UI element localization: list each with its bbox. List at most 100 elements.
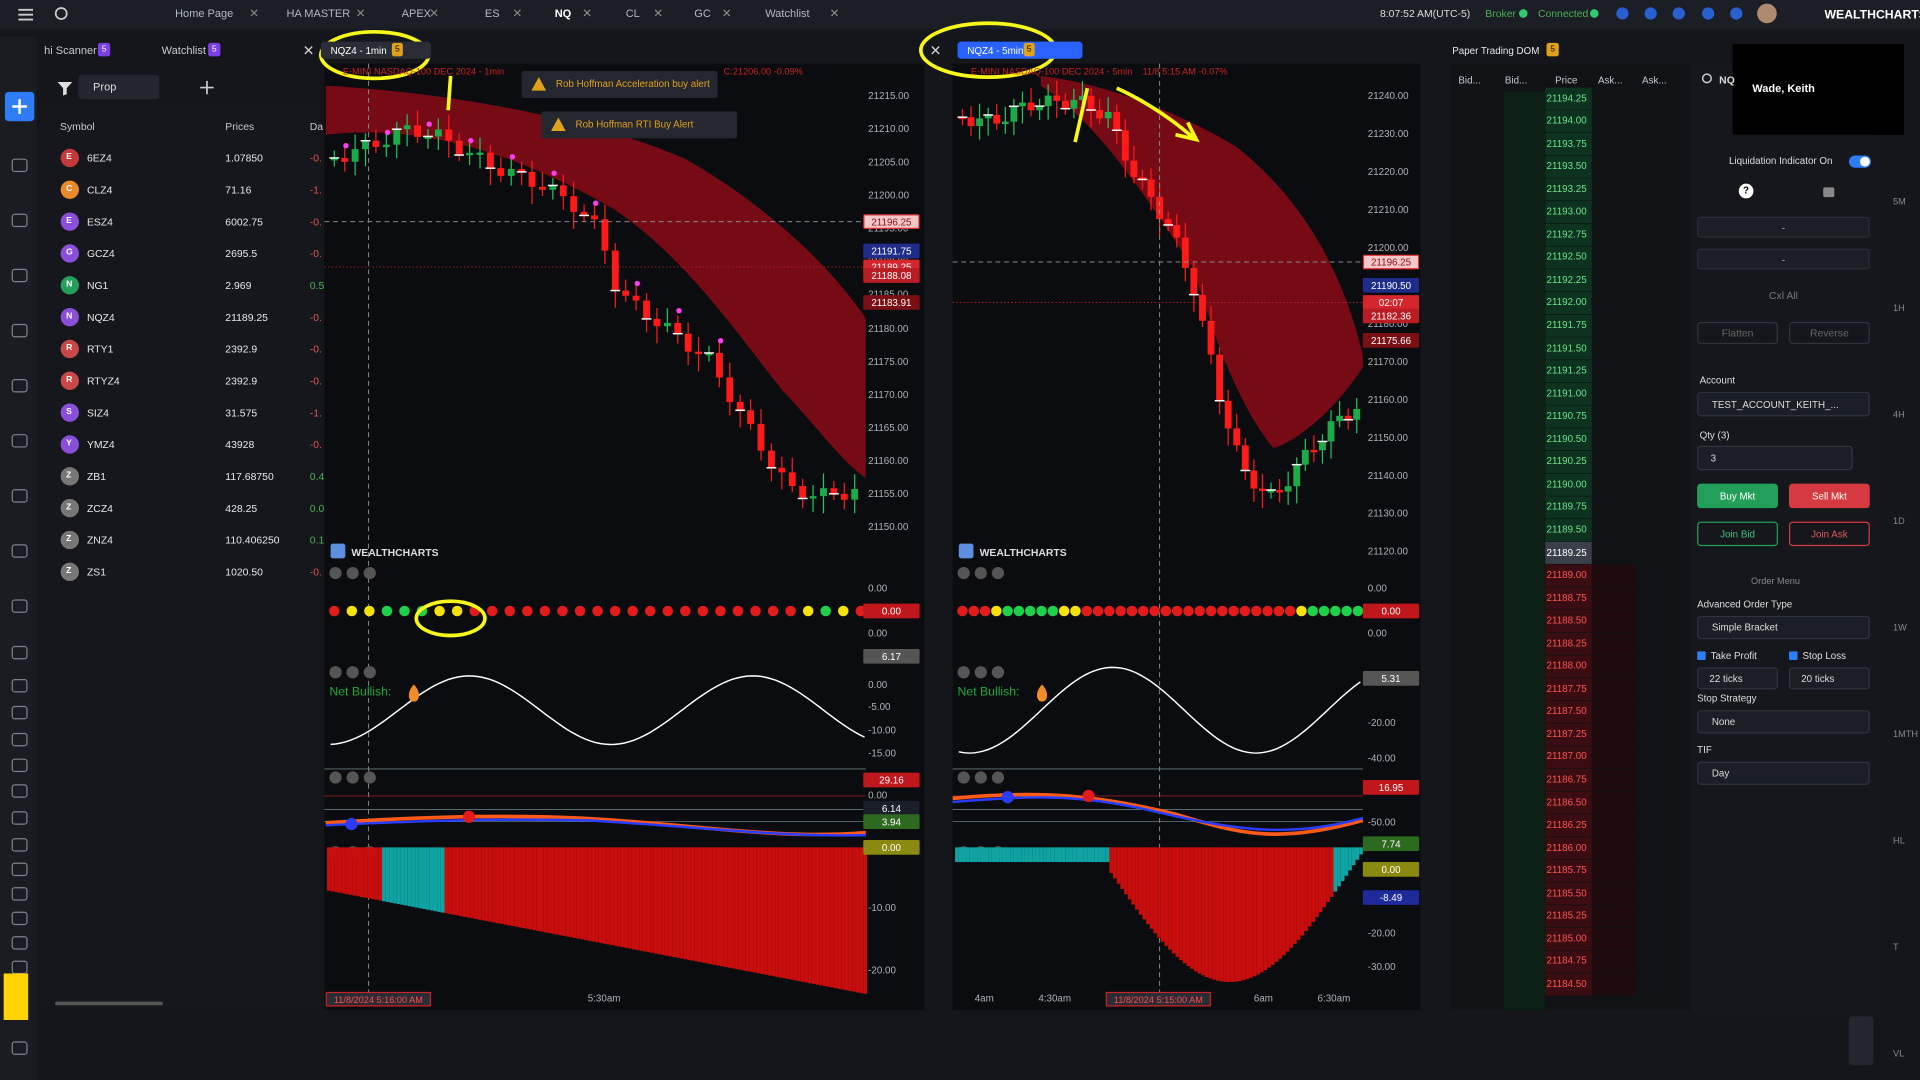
search-input[interactable]: NQ xyxy=(1719,73,1735,86)
dom-price[interactable]: 21185.00 xyxy=(1546,932,1587,944)
dom-price[interactable]: 21190.50 xyxy=(1546,433,1587,445)
dom-price[interactable]: 21191.50 xyxy=(1546,342,1587,354)
timeframe-button[interactable]: 1MTH xyxy=(1893,728,1919,740)
dom-price[interactable]: 21190.75 xyxy=(1546,410,1587,422)
dom-price[interactable]: 21189.00 xyxy=(1546,569,1587,581)
account-select[interactable]: TEST_ACCOUNT_KEITH_... xyxy=(1697,391,1870,417)
dom-price[interactable]: 21192.75 xyxy=(1546,228,1587,240)
pane-value-tag: -8.49 xyxy=(1362,890,1420,905)
top-tab[interactable]: CL xyxy=(625,7,640,20)
price-axis-label: 21170.00 xyxy=(868,389,909,401)
symbol[interactable]: NQZ4 xyxy=(86,311,115,324)
dom-price[interactable]: 21193.75 xyxy=(1546,137,1587,149)
top-tab[interactable]: GC xyxy=(694,7,711,20)
dom-price[interactable]: 21192.50 xyxy=(1546,251,1587,263)
order-type-select[interactable]: Simple Bracket xyxy=(1697,615,1870,640)
dom-price[interactable]: 21188.75 xyxy=(1546,592,1587,604)
timeframe-button[interactable]: HL xyxy=(1893,835,1905,847)
symbol[interactable]: RTY1 xyxy=(86,342,114,356)
dom-price[interactable]: 21186.00 xyxy=(1546,842,1587,854)
sell-market-button[interactable]: Sell Mkt xyxy=(1788,483,1870,509)
dom-price[interactable]: 21188.50 xyxy=(1546,614,1587,626)
dom-price[interactable]: 21190.25 xyxy=(1546,455,1587,467)
tif-select[interactable]: Day xyxy=(1697,761,1870,785)
timeframe-button[interactable]: 4H xyxy=(1893,408,1905,421)
collapse-button[interactable] xyxy=(1848,1016,1874,1066)
histogram-bar xyxy=(429,847,434,911)
dom-price[interactable]: 21187.50 xyxy=(1546,705,1587,717)
stop-loss-label[interactable]: Stop Loss xyxy=(1802,650,1847,662)
timeframe-button[interactable]: T xyxy=(1893,941,1899,953)
dom-price[interactable]: 21185.25 xyxy=(1546,910,1587,922)
panel-tab[interactable]: Watchlist xyxy=(161,44,206,57)
timeframe-button[interactable]: 1H xyxy=(1893,302,1905,314)
timeframe-button[interactable]: 1D xyxy=(1893,515,1905,527)
join-bid-button[interactable]: Join Bid xyxy=(1697,521,1778,547)
dom-price[interactable]: 21192.25 xyxy=(1546,274,1587,286)
dom-price[interactable]: 21191.25 xyxy=(1546,365,1587,377)
dom-price[interactable]: 21194.25 xyxy=(1546,92,1587,104)
join-ask-button[interactable]: Join Ask xyxy=(1788,521,1870,547)
symbol[interactable]: CLZ4 xyxy=(86,183,113,196)
timeframe-button[interactable]: VL xyxy=(1893,1048,1905,1060)
dom-price[interactable]: 21192.00 xyxy=(1546,296,1587,308)
dom-price[interactable]: 21187.75 xyxy=(1546,683,1587,695)
flatten-button[interactable]: Flatten xyxy=(1697,322,1778,345)
dom-price[interactable]: 21194.00 xyxy=(1546,115,1587,127)
symbol[interactable]: ZNZ4 xyxy=(86,533,113,547)
chart-tab[interactable]: NQZ4 - 1min xyxy=(320,41,432,59)
timeframe-button[interactable]: 5M xyxy=(1893,195,1906,207)
symbol[interactable]: NG1 xyxy=(86,279,109,292)
stop-strategy-select[interactable]: None xyxy=(1697,710,1870,734)
take-profit-label[interactable]: Take Profit xyxy=(1710,650,1757,662)
dom-price[interactable]: 21185.50 xyxy=(1546,887,1587,899)
top-tab[interactable]: APEX xyxy=(401,7,432,20)
dom-price[interactable]: 21184.50 xyxy=(1546,978,1587,990)
dom-price[interactable]: 21190.00 xyxy=(1546,478,1587,490)
stop-loss-input[interactable]: 20 ticks xyxy=(1788,667,1870,690)
timeframe-button[interactable]: 1W xyxy=(1893,622,1907,634)
dom-price[interactable]: 21193.00 xyxy=(1546,206,1587,218)
dom-price[interactable]: 21187.00 xyxy=(1546,751,1587,763)
symbol[interactable]: ESZ4 xyxy=(86,215,113,228)
dom-price[interactable]: 21187.25 xyxy=(1546,728,1587,740)
symbol[interactable]: SIZ4 xyxy=(86,406,109,419)
top-tab[interactable]: Home Page xyxy=(175,7,234,20)
dom-price[interactable]: 21186.75 xyxy=(1546,773,1587,785)
symbol[interactable]: ZS1 xyxy=(86,565,107,578)
symbol[interactable]: 6EZ4 xyxy=(86,151,112,165)
tool-icon xyxy=(11,323,28,338)
dom-price[interactable]: 21189.50 xyxy=(1546,524,1587,536)
dom-price[interactable]: 21184.75 xyxy=(1546,955,1587,967)
qty-input[interactable]: 3 xyxy=(1697,445,1853,471)
panel-tab[interactable]: hi Scanner xyxy=(44,44,97,57)
cancel-all-button[interactable]: Cxl All xyxy=(1769,288,1798,301)
dom-price[interactable]: 21193.25 xyxy=(1546,183,1587,195)
symbol[interactable]: ZB1 xyxy=(86,470,107,483)
reverse-button[interactable]: Reverse xyxy=(1788,322,1870,345)
dom-price[interactable]: 21188.00 xyxy=(1546,660,1587,672)
top-tab[interactable]: ES xyxy=(484,7,500,20)
dom-price[interactable]: 21191.00 xyxy=(1546,387,1587,399)
filter-select[interactable]: Prop xyxy=(78,74,160,100)
buy-market-button[interactable]: Buy Mkt xyxy=(1697,483,1778,509)
dom-price[interactable]: 21189.25 xyxy=(1546,546,1587,558)
dom-price[interactable]: 21186.25 xyxy=(1546,819,1587,831)
dom-price[interactable]: 21186.50 xyxy=(1546,796,1587,808)
dom-price[interactable]: 21193.50 xyxy=(1546,160,1587,172)
chart-tab[interactable]: NQZ4 - 5min xyxy=(957,41,1083,59)
dom-price[interactable]: 21185.75 xyxy=(1546,864,1587,876)
top-tab[interactable]: Watchlist xyxy=(765,7,810,20)
dom-price[interactable]: 21191.75 xyxy=(1546,319,1587,331)
dom-price[interactable]: 21189.75 xyxy=(1546,501,1587,513)
top-tab[interactable]: NQ xyxy=(554,7,572,20)
symbol[interactable]: RTYZ4 xyxy=(86,374,120,387)
order-menu-toggle[interactable]: Order Menu xyxy=(1751,575,1801,587)
symbol[interactable]: GCZ4 xyxy=(86,247,115,260)
take-profit-input[interactable]: 22 ticks xyxy=(1697,667,1778,690)
dom-price[interactable]: 21188.25 xyxy=(1546,637,1587,649)
top-tab[interactable]: HA MASTER xyxy=(286,7,351,20)
symbol[interactable]: ZCZ4 xyxy=(86,502,113,515)
panel-tab[interactable]: Paper Trading DOM xyxy=(1452,44,1540,56)
symbol[interactable]: YMZ4 xyxy=(86,438,115,451)
